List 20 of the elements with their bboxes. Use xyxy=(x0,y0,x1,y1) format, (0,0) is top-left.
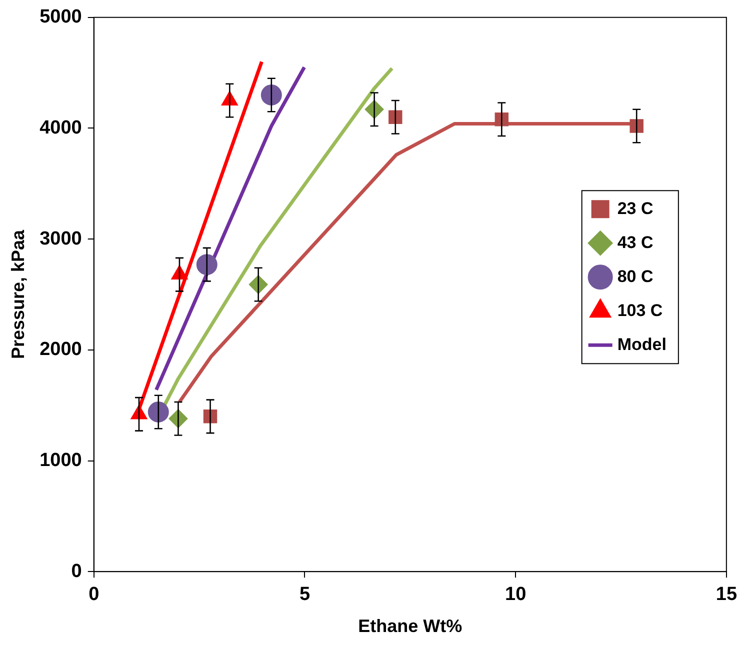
x-tick-label: 0 xyxy=(88,584,100,606)
point xyxy=(196,254,218,276)
legend-label: 80 C xyxy=(617,266,654,286)
y-tick-label: 1000 xyxy=(40,450,82,471)
y-tick-label: 3000 xyxy=(40,228,82,250)
y-tick-label: 4000 xyxy=(40,117,82,138)
y-tick-label: 5000 xyxy=(40,6,82,28)
legend-label: 23 C xyxy=(617,198,654,218)
legend-label: 103 C xyxy=(617,300,663,320)
y-tick-label: 0 xyxy=(71,560,82,582)
x-tick-label: 10 xyxy=(505,584,526,606)
y-axis-title: Pressure, kPaa xyxy=(8,228,28,360)
legend-label: 43 C xyxy=(617,232,654,252)
y-tick-label: 2000 xyxy=(40,339,82,360)
legend-label: Model xyxy=(617,334,666,354)
x-tick-label: 5 xyxy=(299,584,310,606)
x-axis-title: Ethane Wt% xyxy=(358,616,462,636)
point xyxy=(148,401,169,422)
x-tick-label: 15 xyxy=(716,584,738,606)
point xyxy=(260,84,282,106)
